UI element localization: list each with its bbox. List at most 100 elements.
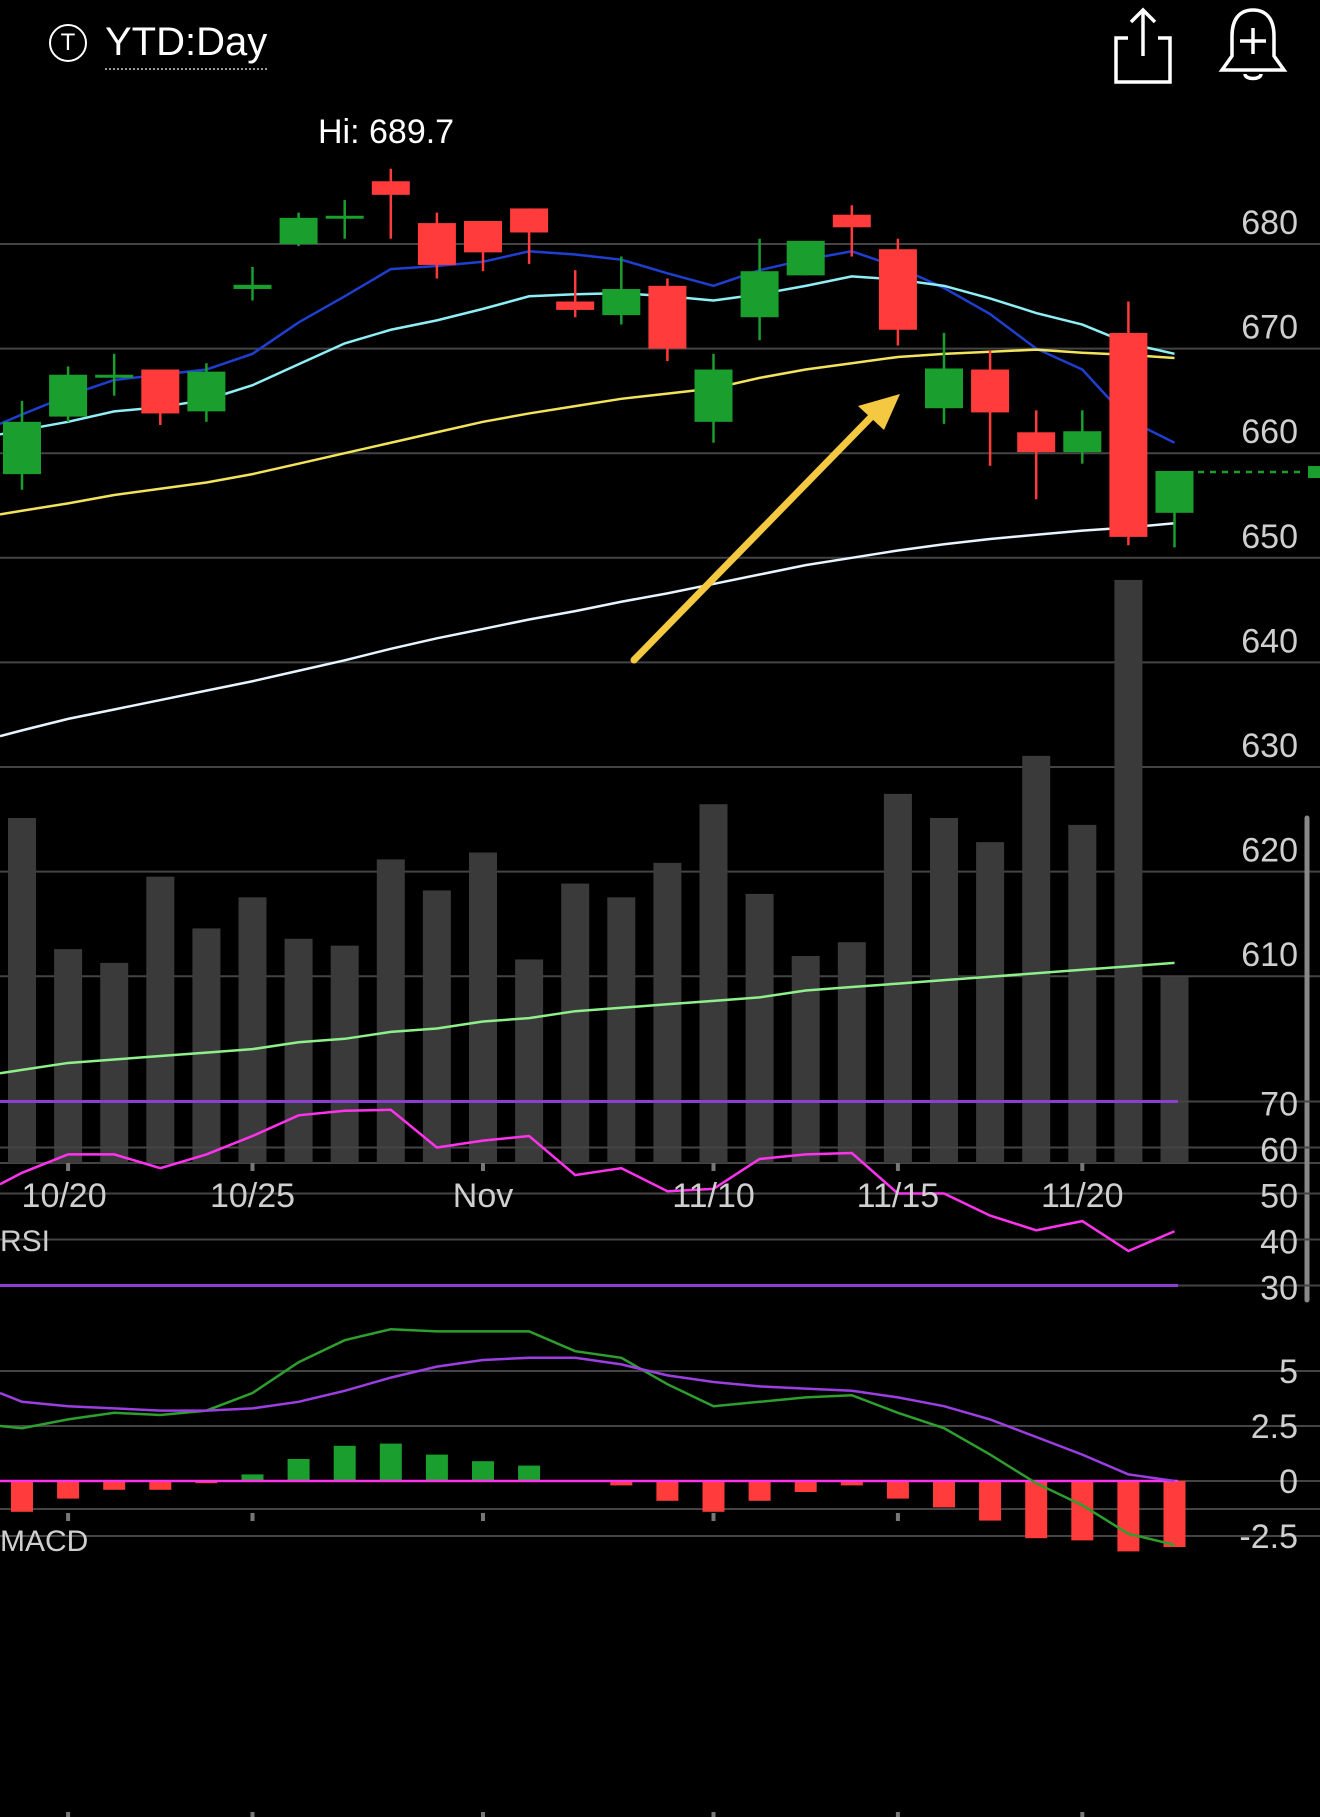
volume-bar: [376, 859, 405, 1163]
candlestick: [925, 332, 963, 424]
candlesticks[interactable]: [3, 168, 1320, 548]
candle-body: [187, 371, 226, 412]
volume-bar: [1068, 824, 1097, 1163]
price-tick-label: 660: [1241, 413, 1298, 451]
candlestick: [325, 200, 364, 239]
range-selector[interactable]: YTD:Day: [105, 18, 268, 70]
candle-body: [602, 288, 641, 316]
date-tick-label: 10/25: [210, 1177, 295, 1215]
price-tick-label: 670: [1241, 309, 1298, 347]
date-tick-label: 11/15: [857, 1177, 940, 1215]
annotation-arrow-head: [858, 394, 900, 430]
moving-average-line-ma_longest: [0, 522, 1175, 738]
macd-histogram-bar: [1163, 1481, 1186, 1547]
volume-bar: [976, 842, 1005, 1163]
macd-histogram-bar: [287, 1459, 310, 1481]
macd-line-macd: [0, 1327, 1175, 1547]
volume-bar: [330, 945, 359, 1163]
volume-bar: [607, 897, 636, 1163]
volume-bar: [791, 956, 820, 1163]
macd-histogram-bar: [333, 1445, 356, 1481]
macd-tick-label: -2.5: [1239, 1518, 1298, 1556]
volume-bar: [883, 793, 912, 1163]
candle-body: [786, 240, 825, 276]
macd-histogram-bar: [425, 1454, 448, 1481]
high-price-label: Hi: 689.7: [318, 113, 454, 151]
add-alert-button[interactable]: [1208, 2, 1298, 92]
date-tick-label: 10/20: [22, 1177, 107, 1215]
macd-histogram-bar: [979, 1481, 1002, 1521]
macd-line-macd_signal: [0, 1356, 1175, 1483]
macd-tick-label: 0: [1279, 1463, 1298, 1501]
date-tick-label: 11/20: [1041, 1177, 1124, 1215]
macd-title: MACD: [0, 1525, 88, 1558]
share-button[interactable]: [1098, 2, 1188, 92]
candle-body: [971, 369, 1010, 413]
candle-body: [556, 301, 595, 310]
candle-body: [95, 374, 134, 378]
candle-body: [325, 215, 364, 219]
annotation-arrow-shaft: [630, 408, 880, 664]
candle-body: [1063, 431, 1102, 453]
volume-bar: [8, 818, 36, 1163]
symbol-badge: T: [49, 24, 87, 62]
volume-bar: [837, 942, 866, 1163]
volume-bar: [146, 876, 175, 1163]
candlestick: [971, 350, 1010, 466]
candle-body: [1155, 470, 1194, 513]
candlestick: [510, 208, 549, 264]
candle-body: [1109, 332, 1148, 537]
candlestick: [187, 363, 226, 422]
macd-histogram-bar: [103, 1481, 126, 1490]
candlestick: [602, 256, 641, 325]
candle-body: [279, 217, 318, 244]
volume-bar: [469, 852, 497, 1163]
macd-histogram-bar: [748, 1481, 771, 1501]
candle-body: [832, 214, 871, 228]
moving-average-line-ma_long: [0, 348, 1175, 516]
rsi-title: RSI: [0, 1225, 50, 1258]
candlestick: [371, 168, 410, 239]
macd-histogram-bar: [11, 1481, 33, 1512]
candlestick: [832, 205, 871, 257]
price-tick-label: 650: [1241, 518, 1298, 556]
macd-histogram-bar: [1117, 1481, 1140, 1552]
price-tick-label: 640: [1241, 622, 1298, 660]
date-tick-label: 11/10: [672, 1177, 755, 1215]
price-tick-label: 680: [1241, 204, 1298, 242]
candlestick: [1063, 410, 1102, 464]
top-bar: T YTD:Day: [0, 0, 1320, 90]
volume-bar: [100, 962, 129, 1163]
macd-histogram-bar: [57, 1481, 80, 1499]
candle-body: [1017, 432, 1056, 453]
candle-body: [464, 220, 502, 253]
annotation-layer: [630, 394, 1310, 1303]
macd-histogram-bar: [1025, 1481, 1048, 1539]
volume-bar: [699, 804, 728, 1163]
rsi-line: [0, 1108, 1175, 1253]
candle-body: [233, 284, 272, 289]
candlestick: [1017, 410, 1056, 500]
candle-body: [878, 249, 917, 330]
axis-labels: 680 670 660 650 640 630 620 610 10/20 10/25 Nov 11/…: [0, 113, 1298, 1558]
volume-bar: [1022, 755, 1051, 1163]
candlestick: [878, 238, 917, 346]
candlestick: [417, 212, 456, 279]
price-tick-label: 630: [1241, 727, 1298, 765]
share-icon: [1114, 7, 1172, 84]
volume-bar: [561, 883, 590, 1163]
macd-panel: [0, 1327, 1320, 1552]
volume-bar: [54, 949, 83, 1163]
candle-body: [648, 285, 687, 349]
macd-histogram-bar: [241, 1474, 264, 1481]
macd-histogram-bar: [656, 1481, 679, 1501]
volume-bar: [653, 862, 682, 1163]
macd-histogram-bar: [794, 1481, 817, 1492]
candle-body: [49, 374, 88, 417]
candlestick: [740, 238, 779, 341]
macd-tick-label: 2.5: [1251, 1408, 1298, 1446]
candlestick: [49, 366, 88, 422]
volume-bar: [745, 893, 774, 1163]
macd-histogram-bar: [518, 1465, 541, 1481]
